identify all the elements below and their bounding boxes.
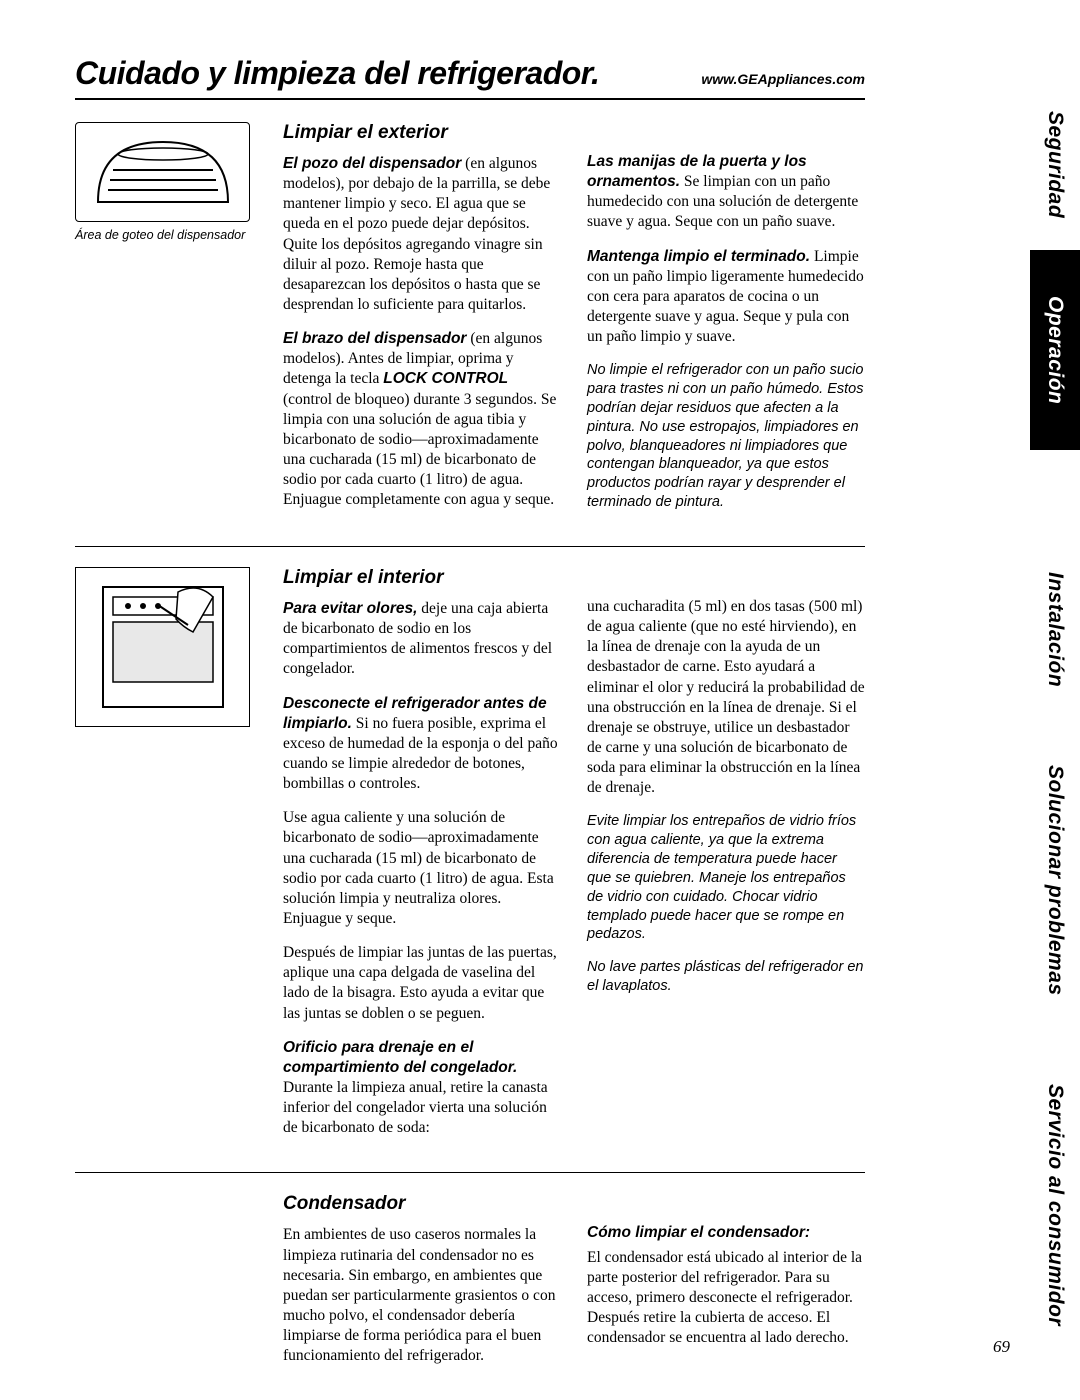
sec1-p3: Las manijas de la puerta y los ornamento… [587,152,865,233]
sec3-heading: Condensador [283,1193,561,1215]
sec2-p2: Desconecte el refrigerador antes de limp… [283,694,561,795]
sec2-p1: Para evitar olores, deje una caja abiert… [283,599,561,680]
interior-cleaning-illustration [75,567,250,727]
fig1-caption: Área de goteo del dispensador [75,228,265,242]
sec3-p2: El condensador está ubicado al interior … [587,1248,865,1349]
page-header: Cuidado y limpieza del refrigerador. www… [75,55,865,100]
sec2-p5: Orificio para drenaje en el compartimien… [283,1038,561,1139]
sec1-p1: El pozo del dispensador (en algunos mode… [283,154,561,315]
sec2-note1: Evite limpiar los entrepaños de vidrio f… [587,812,865,944]
section-interior: Limpiar el interior Para evitar olores, … [75,567,865,1173]
sec2-p3: Use agua caliente y una solución de bica… [283,808,561,929]
dispenser-drip-illustration [75,122,250,222]
sec2-note2: No lave partes plásticas del refrigerado… [587,958,865,996]
section-condenser: Condensador En ambientes de uso caseros … [75,1193,865,1400]
section-exterior: Área de goteo del dispensador Limpiar el… [75,122,865,547]
sec1-p4: Mantenga limpio el terminado. Limpie con… [587,247,865,348]
sec1-p2: El brazo del dispensador (en algunos mod… [283,329,561,510]
sec3-p2h: Cómo limpiar el condensador: [587,1223,865,1243]
sec1-heading: Limpiar el exterior [283,122,561,144]
sec3-p1: En ambientes de uso caseros normales la … [283,1225,561,1366]
page-number: 69 [993,1337,1010,1357]
header-url: www.GEAppliances.com [701,71,865,87]
sec2-p6: una cucharadita (5 ml) en dos tasas (500… [587,597,865,798]
sec2-heading: Limpiar el interior [283,567,561,589]
sec1-note: No limpie el refrigerador con un paño su… [587,361,865,512]
sec2-p4: Después de limpiar las juntas de las pue… [283,943,561,1024]
page-title: Cuidado y limpieza del refrigerador. [75,55,599,92]
